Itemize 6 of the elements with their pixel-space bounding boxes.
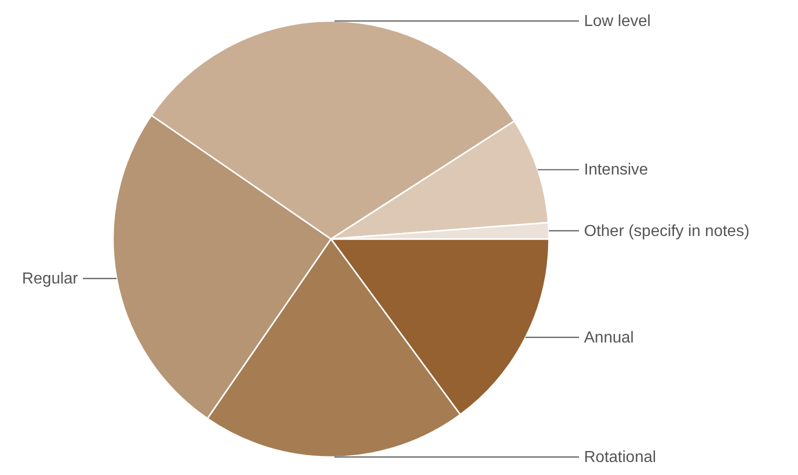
slice-label: Other (specify in notes) <box>584 222 750 240</box>
slice-label: Regular <box>22 270 79 288</box>
slice-label: Low level <box>584 13 651 30</box>
slice-label: Annual <box>584 329 634 346</box>
slice-label: Rotational <box>584 448 656 466</box>
slice-label: Intensive <box>584 162 648 179</box>
